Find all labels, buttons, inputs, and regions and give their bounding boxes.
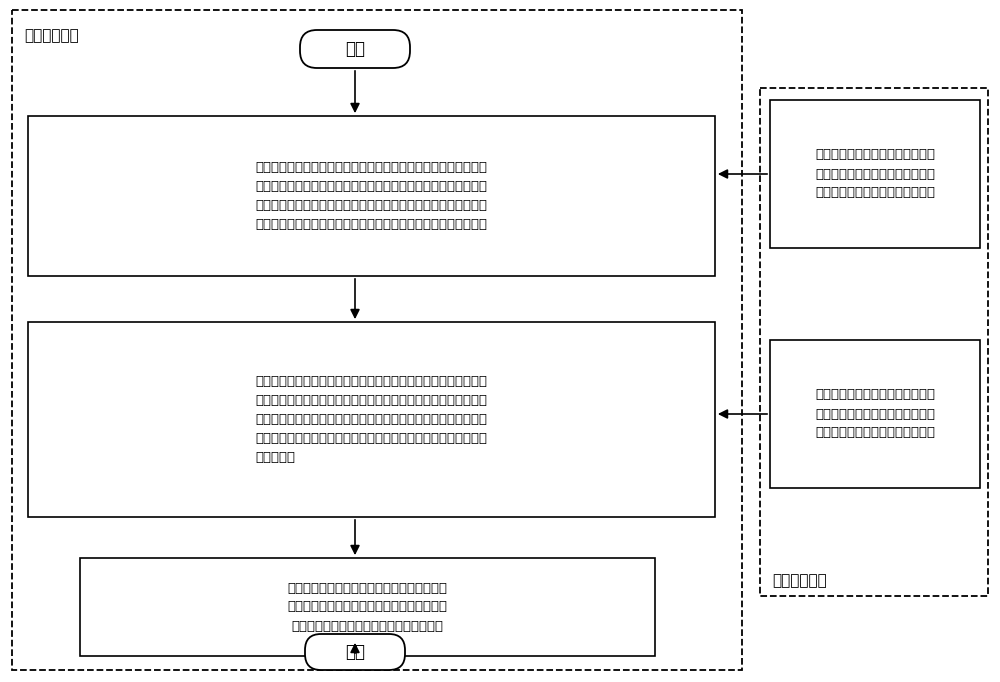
Text: 搭建第一深度神经网络，利用玻璃
环境下三维激光雷达信息及人工标
签训练获得玻璃识别深度神经网络: 搭建第一深度神经网络，利用玻璃 环境下三维激光雷达信息及人工标 签训练获得玻璃识… bbox=[815, 149, 935, 200]
Text: 开始: 开始 bbox=[345, 40, 365, 58]
Text: 在包含玻璃概率以及玻璃法向量的空间体素地图中，采用光线投射
法模拟出机器人在初始位姿时，激光雷达发射的激光光束的旋转角
度、俯仰角度和长度，输入光学特性深度神经: 在包含玻璃概率以及玻璃法向量的空间体素地图中，采用光线投射 法模拟出机器人在初始… bbox=[256, 375, 488, 464]
Bar bbox=[80, 558, 655, 656]
Bar bbox=[28, 322, 715, 517]
Text: 离线训练阶段: 离线训练阶段 bbox=[772, 573, 827, 588]
Text: 搭建第二深度神经网络，利用玻璃
环境下三维激光雷达信息及人工标
签训练获得光学特性深度神经网络: 搭建第二深度神经网络，利用玻璃 环境下三维激光雷达信息及人工标 签训练获得光学特… bbox=[815, 389, 935, 439]
Text: 基于真实三维雷达数据以及模拟点云集，采用
正态分布变换计算出机器人在具有玻璃概率和
玻璃方向信息的空间体素地图中的绝对位姿: 基于真实三维雷达数据以及模拟点云集，采用 正态分布变换计算出机器人在具有玻璃概率… bbox=[288, 582, 448, 632]
Bar bbox=[770, 100, 980, 248]
Bar bbox=[770, 340, 980, 488]
Text: 建立玻璃环境下的空间体素地图，将激光光束的旋转角度、俯仰角
度、长度和强度输入到玻璃识别深度神经网络，识别出雷达点是否
为玻璃的概率，计算雷达点所在玻璃的方向，: 建立玻璃环境下的空间体素地图，将激光光束的旋转角度、俯仰角 度、长度和强度输入到… bbox=[256, 161, 488, 231]
FancyBboxPatch shape bbox=[305, 634, 405, 670]
Bar bbox=[760, 88, 988, 596]
Text: 在线导航阶段: 在线导航阶段 bbox=[24, 28, 79, 43]
Bar bbox=[28, 116, 715, 276]
Bar bbox=[12, 10, 742, 670]
FancyBboxPatch shape bbox=[300, 30, 410, 68]
Text: 结束: 结束 bbox=[345, 643, 365, 661]
